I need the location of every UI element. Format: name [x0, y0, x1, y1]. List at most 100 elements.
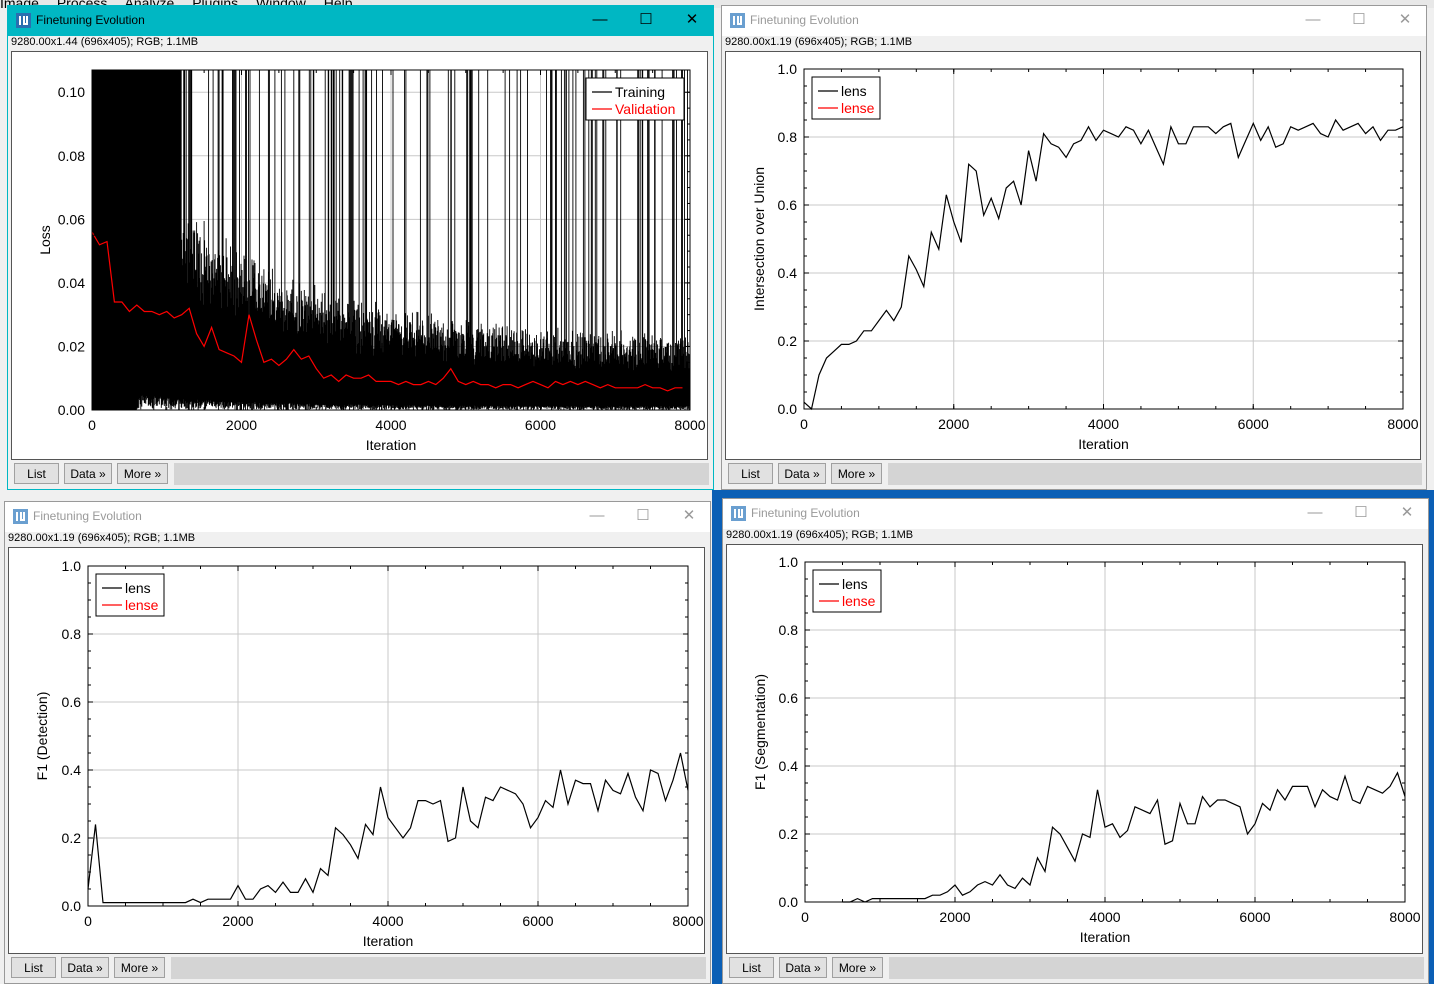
legend-label-lense: lense — [841, 100, 875, 116]
list-button[interactable]: List — [728, 463, 773, 484]
plot-window-f1-segmentation: Finetuning Evolution — ☐ ✕ 9280.00x1.19 … — [722, 498, 1429, 984]
plot-button-row: List Data » More » — [728, 463, 1422, 487]
legend-label-training: Training — [615, 84, 665, 100]
y-tick-label: 0.06 — [58, 211, 85, 227]
y-tick-label: 0.2 — [62, 830, 82, 846]
close-button[interactable]: ✕ — [1400, 504, 1414, 521]
list-button[interactable]: List — [14, 463, 59, 484]
legend-box — [811, 76, 881, 120]
window-titlebar[interactable]: Finetuning Evolution — ☐ ✕ — [722, 6, 1426, 36]
data-button[interactable]: Data » — [64, 463, 112, 484]
legend-box — [95, 573, 165, 617]
legend-label-validation: Validation — [615, 101, 675, 117]
plot-button-row: List Data » More » — [11, 957, 706, 981]
y-tick-label: 0.10 — [58, 84, 85, 100]
y-axis-label: Intersection over Union — [751, 167, 767, 311]
list-button[interactable]: List — [11, 957, 56, 978]
close-button[interactable]: ✕ — [685, 11, 699, 28]
legend-label-lens: lens — [125, 580, 151, 596]
window-title: Finetuning Evolution — [33, 509, 142, 523]
minimize-button[interactable]: — — [592, 11, 608, 28]
x-tick-label: 4000 — [1088, 416, 1119, 432]
y-tick-label: 0.00 — [58, 402, 85, 418]
status-bar — [888, 463, 1422, 485]
y-tick-label: 1.0 — [778, 61, 798, 77]
y-tick-label: 0.4 — [779, 758, 799, 774]
minimize-button[interactable]: — — [589, 507, 605, 524]
y-tick-label: 0.4 — [778, 265, 798, 281]
minimize-button[interactable]: — — [1307, 504, 1323, 521]
close-button[interactable]: ✕ — [1398, 11, 1412, 28]
plot-window-loss: Finetuning Evolution — ☐ ✕ 9280.00x1.44 … — [7, 5, 714, 490]
image-info: 9280.00x1.44 (696x405); RGB; 1.1MB — [11, 36, 199, 48]
window-title: Finetuning Evolution — [36, 13, 145, 27]
x-tick-label: 0 — [800, 416, 808, 432]
imagej-icon — [731, 506, 746, 521]
plot-canvas: 0 2000 4000 6000 8000 0.0 0.2 0.4 0.6 0.8 1.0 Itera… — [726, 544, 1423, 954]
y-tick-label: 0.2 — [779, 826, 799, 842]
y-tick-label: 0.6 — [778, 197, 798, 213]
status-bar — [174, 463, 709, 485]
more-button[interactable]: More » — [832, 957, 883, 978]
x-tick-label: 4000 — [375, 417, 406, 433]
list-button[interactable]: List — [729, 957, 774, 978]
x-tick-label: 2000 — [222, 913, 253, 929]
minimize-button[interactable]: — — [1305, 11, 1321, 28]
maximize-button[interactable]: ☐ — [1354, 504, 1368, 521]
data-button[interactable]: Data » — [779, 957, 827, 978]
x-tick-label: 2000 — [939, 909, 970, 925]
y-tick-label: 0.0 — [62, 898, 82, 914]
y-axis-label: Loss — [37, 225, 53, 255]
x-tick-label: 0 — [801, 909, 809, 925]
plot-canvas: 0 2000 4000 6000 8000 0.0 0.2 0.4 0.6 0.8 1.0 Itera… — [8, 547, 705, 954]
more-button[interactable]: More » — [831, 463, 882, 484]
plot-window-iou: Finetuning Evolution — ☐ ✕ 9280.00x1.19 … — [721, 5, 1427, 490]
legend-label-lens: lens — [841, 83, 867, 99]
y-tick-label: 0.02 — [58, 338, 85, 354]
x-tick-label: 2000 — [938, 416, 969, 432]
y-axis-label: F1 (Segmentation) — [752, 674, 768, 790]
series-line-validation — [91, 231, 683, 392]
x-tick-label: 8000 — [1387, 416, 1418, 432]
y-tick-label: 0.08 — [58, 148, 85, 164]
status-bar — [171, 957, 706, 979]
x-tick-label: 8000 — [1389, 909, 1420, 925]
legend-label-lense: lense — [125, 597, 159, 613]
more-button[interactable]: More » — [114, 957, 165, 978]
plot-button-row: List Data » More » — [14, 463, 709, 487]
y-tick-label: 1.0 — [779, 554, 799, 570]
window-titlebar[interactable]: Finetuning Evolution — ☐ ✕ — [8, 6, 713, 36]
data-button[interactable]: Data » — [61, 957, 109, 978]
imagej-icon — [16, 13, 31, 28]
window-title: Finetuning Evolution — [750, 13, 859, 27]
plot-window-f1-detection: Finetuning Evolution — ☐ ✕ 9280.00x1.19 … — [4, 501, 711, 984]
image-info: 9280.00x1.19 (696x405); RGB; 1.1MB — [725, 36, 913, 48]
maximize-button[interactable]: ☐ — [639, 11, 653, 28]
maximize-button[interactable]: ☐ — [1352, 11, 1366, 28]
legend-box — [585, 77, 685, 121]
x-tick-label: 8000 — [674, 417, 705, 433]
close-button[interactable]: ✕ — [682, 507, 696, 524]
window-titlebar[interactable]: Finetuning Evolution — ☐ ✕ — [5, 502, 710, 532]
x-axis-label: Iteration — [363, 933, 414, 949]
x-tick-label: 0 — [84, 913, 92, 929]
y-tick-label: 0.04 — [58, 275, 85, 291]
x-tick-label: 4000 — [1089, 909, 1120, 925]
x-tick-label: 6000 — [1239, 909, 1270, 925]
more-button[interactable]: More » — [117, 463, 168, 484]
window-title: Finetuning Evolution — [751, 506, 860, 520]
y-tick-label: 0.8 — [778, 129, 798, 145]
data-button[interactable]: Data » — [778, 463, 826, 484]
legend-label-lense: lense — [842, 593, 876, 609]
x-tick-label: 6000 — [1238, 416, 1269, 432]
maximize-button[interactable]: ☐ — [636, 507, 650, 524]
plot-canvas: 0 2000 4000 6000 8000 0.0 0.2 0.4 0.6 0.8 1.0 Itera… — [725, 51, 1421, 460]
chart-svg: 0 2000 4000 6000 8000 0.0 0.2 0.4 0.6 0.8 1.0 Itera… — [751, 61, 1419, 452]
legend-box — [812, 569, 882, 613]
x-tick-label: 8000 — [672, 913, 703, 929]
plot-canvas: 0 2000 4000 6000 8000 0.00 0.02 0.04 0.06 0.08 0.1… — [11, 51, 708, 460]
window-titlebar[interactable]: Finetuning Evolution — ☐ ✕ — [723, 499, 1428, 529]
